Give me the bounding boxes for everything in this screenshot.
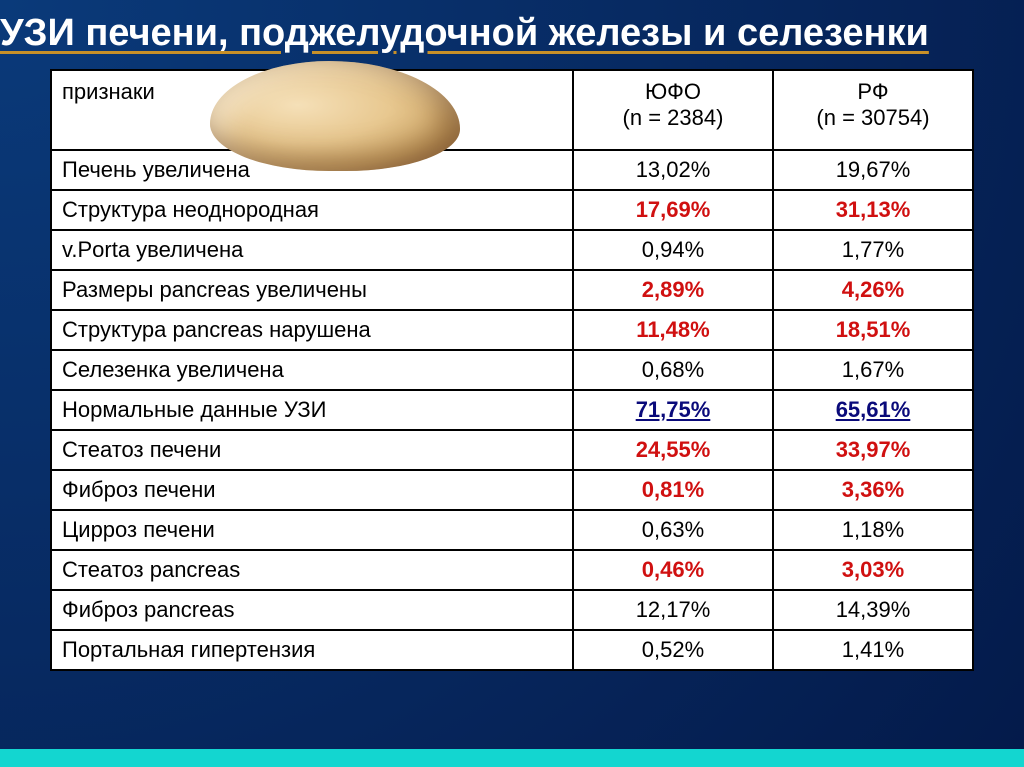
row-label: Селезенка увеличена xyxy=(51,350,573,390)
row-value-b: 12,17% xyxy=(573,590,773,630)
row-value-c: 3,36% xyxy=(773,470,973,510)
row-label: v.Porta увеличена xyxy=(51,230,573,270)
row-value-c: 1,18% xyxy=(773,510,973,550)
row-value-c: 65,61% xyxy=(773,390,973,430)
row-label: Стеатоз pancreas xyxy=(51,550,573,590)
row-value-c: 3,03% xyxy=(773,550,973,590)
table-header-row: признаки ЮФО (n = 2384) РФ (n = 30754) xyxy=(51,70,973,150)
table-row: Цирроз печени0,63%1,18% xyxy=(51,510,973,550)
row-value-b: 0,52% xyxy=(573,630,773,670)
data-table-container: признаки ЮФО (n = 2384) РФ (n = 30754) П… xyxy=(50,69,974,671)
row-label: Фиброз печени xyxy=(51,470,573,510)
row-label: Размеры pancreas увеличены xyxy=(51,270,573,310)
row-value-c: 31,13% xyxy=(773,190,973,230)
header-col-c: РФ (n = 30754) xyxy=(773,70,973,150)
row-value-b: 0,68% xyxy=(573,350,773,390)
table-row: Фиброз pancreas12,17%14,39% xyxy=(51,590,973,630)
table-row: Нормальные данные УЗИ71,75%65,61% xyxy=(51,390,973,430)
header-b-line2: (n = 2384) xyxy=(623,105,724,130)
row-value-c: 33,97% xyxy=(773,430,973,470)
row-value-b: 0,63% xyxy=(573,510,773,550)
ultrasound-table: признаки ЮФО (n = 2384) РФ (n = 30754) П… xyxy=(50,69,974,671)
table-row: Стеатоз печени24,55%33,97% xyxy=(51,430,973,470)
row-value-b: 0,81% xyxy=(573,470,773,510)
row-value-c: 18,51% xyxy=(773,310,973,350)
row-value-c: 1,67% xyxy=(773,350,973,390)
row-value-c: 4,26% xyxy=(773,270,973,310)
row-value-c: 1,77% xyxy=(773,230,973,270)
row-value-b: 0,46% xyxy=(573,550,773,590)
row-label: Цирроз печени xyxy=(51,510,573,550)
bottom-accent-stripe xyxy=(0,749,1024,767)
table-row: Размеры pancreas увеличены2,89%4,26% xyxy=(51,270,973,310)
table-row: Печень увеличена13,02%19,67% xyxy=(51,150,973,190)
table-row: Фиброз печени0,81%3,36% xyxy=(51,470,973,510)
header-b-line1: ЮФО xyxy=(645,79,701,104)
row-value-b: 17,69% xyxy=(573,190,773,230)
table-row: Селезенка увеличена0,68%1,67% xyxy=(51,350,973,390)
row-value-b: 11,48% xyxy=(573,310,773,350)
slide-title: УЗИ печени, поджелудочной железы и селез… xyxy=(0,0,1024,61)
row-value-c: 19,67% xyxy=(773,150,973,190)
row-value-b: 71,75% xyxy=(573,390,773,430)
row-value-b: 13,02% xyxy=(573,150,773,190)
table-row: Структура pancreas нарушена11,48%18,51% xyxy=(51,310,973,350)
row-label: Структура pancreas нарушена xyxy=(51,310,573,350)
row-label: Структура неоднородная xyxy=(51,190,573,230)
header-c-line2: (n = 30754) xyxy=(816,105,929,130)
table-row: v.Porta увеличена0,94%1,77% xyxy=(51,230,973,270)
header-c-line1: РФ xyxy=(857,79,888,104)
table-row: Стеатоз pancreas0,46%3,03% xyxy=(51,550,973,590)
row-value-c: 14,39% xyxy=(773,590,973,630)
table-row: Структура неоднородная17,69%31,13% xyxy=(51,190,973,230)
row-value-b: 0,94% xyxy=(573,230,773,270)
row-value-b: 24,55% xyxy=(573,430,773,470)
row-label: Нормальные данные УЗИ xyxy=(51,390,573,430)
row-value-b: 2,89% xyxy=(573,270,773,310)
row-label: Фиброз pancreas xyxy=(51,590,573,630)
row-label: Стеатоз печени xyxy=(51,430,573,470)
table-row: Портальная гипертензия0,52%1,41% xyxy=(51,630,973,670)
row-label: Портальная гипертензия xyxy=(51,630,573,670)
table-body: Печень увеличена13,02%19,67%Структура не… xyxy=(51,150,973,670)
row-value-c: 1,41% xyxy=(773,630,973,670)
header-col-b: ЮФО (n = 2384) xyxy=(573,70,773,150)
